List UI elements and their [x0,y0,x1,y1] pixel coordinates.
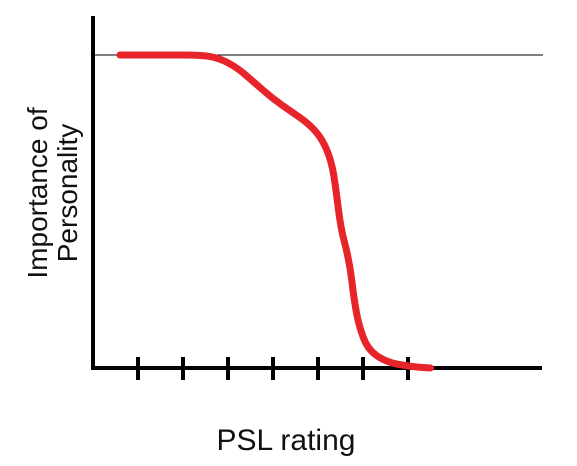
y-axis-label-line2: Personality [52,124,83,263]
y-axis-label-group: Importance of Personality [22,107,83,278]
y-axis-label-line1: Importance of [22,107,53,278]
x-axis-label: PSL rating [217,424,356,457]
x-ticks [136,357,410,380]
series-line [116,51,434,372]
